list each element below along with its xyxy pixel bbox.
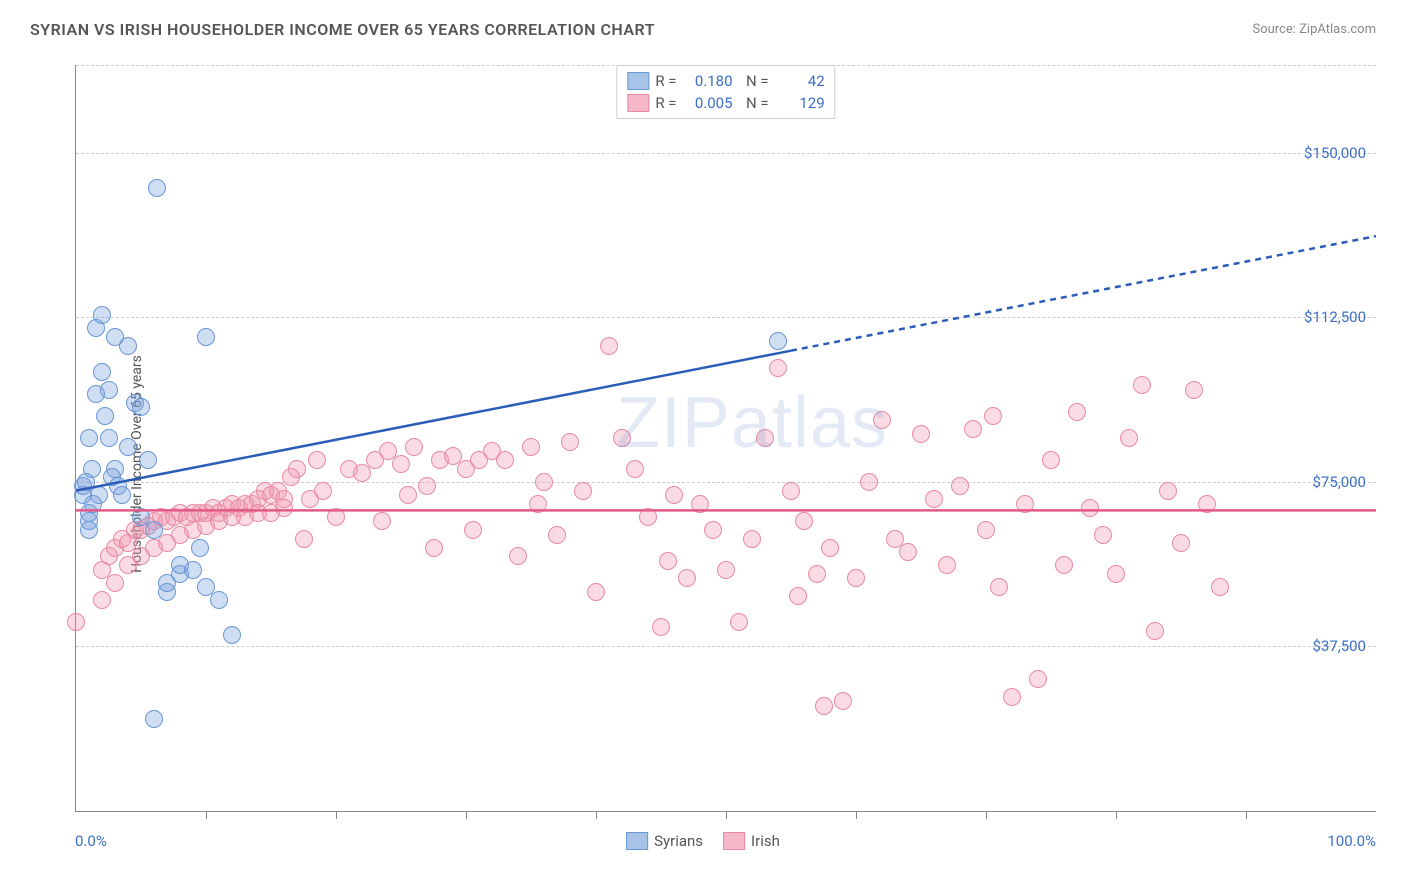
legend-stats: R = 0.180 N = 42 R = 0.005 N = 129 bbox=[616, 65, 835, 119]
legend-n-label: N = bbox=[739, 72, 769, 90]
legend-r-value-irish: 0.005 bbox=[683, 94, 733, 112]
chart-source: Source: ZipAtlas.com bbox=[1252, 22, 1376, 37]
legend-n-value-irish: 129 bbox=[775, 94, 825, 112]
trend-lines-svg bbox=[76, 65, 1376, 811]
x-tick bbox=[206, 811, 207, 819]
legend-label-syrians: Syrians bbox=[654, 832, 703, 850]
legend-row-syrians: R = 0.180 N = 42 bbox=[627, 70, 824, 92]
legend-item-syrians: Syrians bbox=[626, 832, 703, 850]
swatch-irish bbox=[627, 94, 649, 112]
legend-r-label: R = bbox=[655, 72, 676, 90]
swatch-irish bbox=[723, 832, 745, 850]
legend-n-label: N = bbox=[739, 94, 769, 112]
x-tick bbox=[1116, 811, 1117, 819]
x-tick bbox=[596, 811, 597, 819]
legend-n-value-syrians: 42 bbox=[775, 72, 825, 90]
legend-item-irish: Irish bbox=[723, 832, 780, 850]
legend-row-irish: R = 0.005 N = 129 bbox=[627, 92, 824, 114]
x-tick bbox=[856, 811, 857, 819]
chart-header: SYRIAN VS IRISH HOUSEHOLDER INCOME OVER … bbox=[0, 0, 1406, 49]
legend-label-irish: Irish bbox=[751, 832, 780, 850]
legend-series: Syrians Irish bbox=[626, 832, 780, 850]
legend-r-value-syrians: 0.180 bbox=[683, 72, 733, 90]
x-tick bbox=[1246, 811, 1247, 819]
swatch-syrians bbox=[626, 832, 648, 850]
plot-area: R = 0.180 N = 42 R = 0.005 N = 129 ZIPat… bbox=[75, 65, 1376, 812]
x-tick bbox=[986, 811, 987, 819]
chart-title: SYRIAN VS IRISH HOUSEHOLDER INCOME OVER … bbox=[30, 20, 655, 39]
chart-area: Householder Income Over 65 years R = 0.1… bbox=[20, 55, 1386, 872]
swatch-syrians bbox=[627, 72, 649, 90]
x-tick bbox=[466, 811, 467, 819]
x-tick bbox=[726, 811, 727, 819]
legend-r-label: R = bbox=[655, 94, 676, 112]
x-tick bbox=[336, 811, 337, 819]
x-max-label: 100.0% bbox=[1327, 832, 1376, 850]
x-min-label: 0.0% bbox=[75, 832, 107, 850]
